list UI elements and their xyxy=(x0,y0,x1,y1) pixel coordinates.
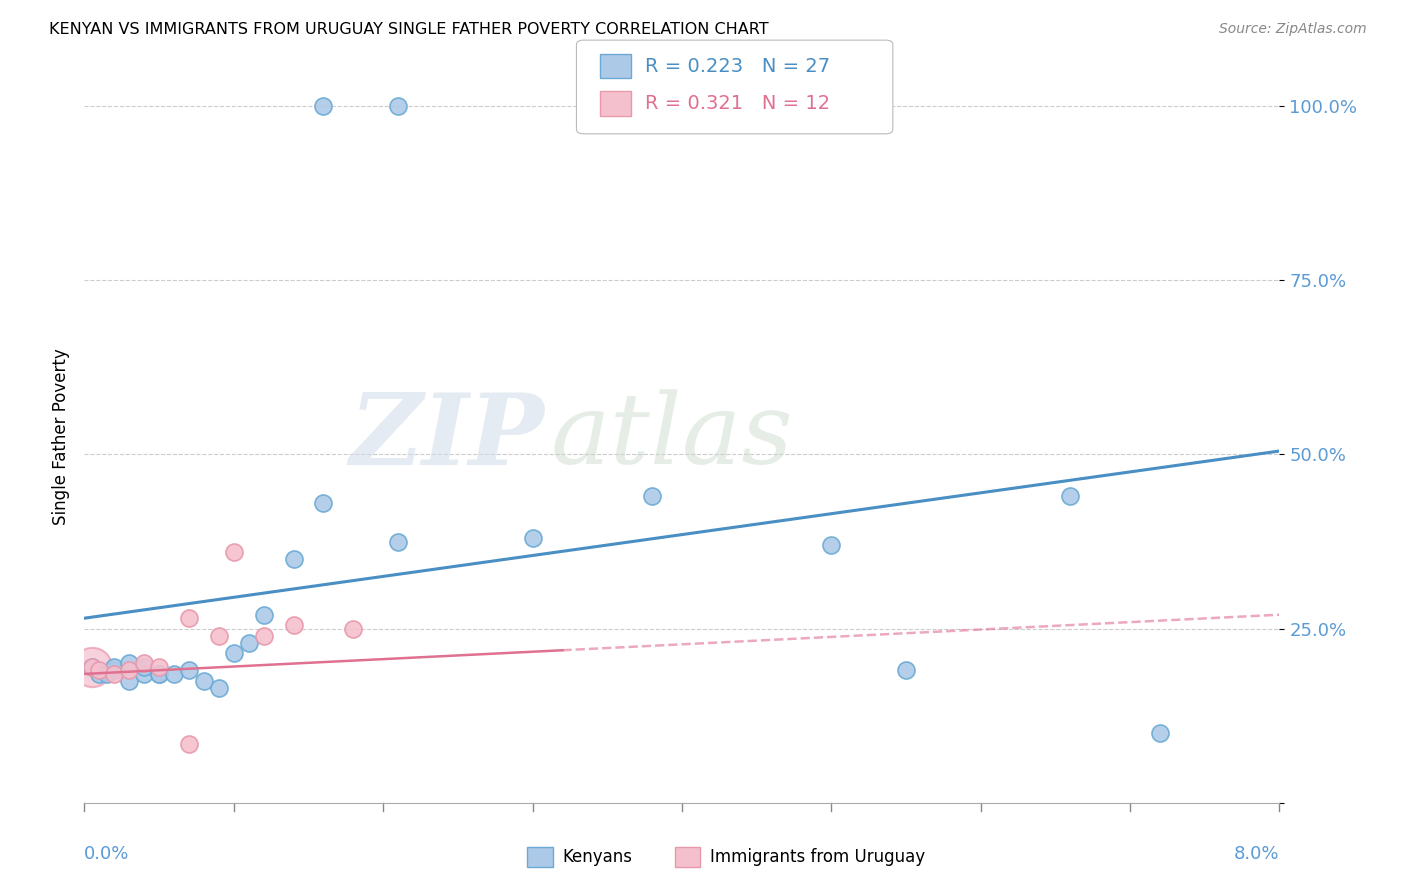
Text: R = 0.321   N = 12: R = 0.321 N = 12 xyxy=(645,94,831,113)
Point xyxy=(312,99,335,113)
Point xyxy=(80,660,103,674)
Text: Kenyans: Kenyans xyxy=(562,848,633,866)
Point xyxy=(163,667,186,681)
Point xyxy=(177,611,200,625)
Point xyxy=(522,531,544,545)
Point xyxy=(641,489,664,503)
Point xyxy=(148,667,170,681)
Point xyxy=(103,664,125,678)
Point xyxy=(894,664,917,678)
Text: Source: ZipAtlas.com: Source: ZipAtlas.com xyxy=(1219,22,1367,37)
Text: 8.0%: 8.0% xyxy=(1234,845,1279,863)
Point xyxy=(132,667,156,681)
Point xyxy=(253,607,276,622)
Point xyxy=(80,660,103,674)
Text: ZIP: ZIP xyxy=(350,389,544,485)
Point xyxy=(387,99,409,113)
Text: atlas: atlas xyxy=(551,390,793,484)
Text: KENYAN VS IMMIGRANTS FROM URUGUAY SINGLE FATHER POVERTY CORRELATION CHART: KENYAN VS IMMIGRANTS FROM URUGUAY SINGLE… xyxy=(49,22,769,37)
Point xyxy=(222,646,245,660)
Y-axis label: Single Father Poverty: Single Father Poverty xyxy=(52,349,70,525)
Text: 0.0%: 0.0% xyxy=(84,845,129,863)
Point xyxy=(208,681,231,695)
Point xyxy=(283,618,305,632)
Point xyxy=(1059,489,1081,503)
Point xyxy=(208,629,231,643)
Point xyxy=(103,667,125,681)
Point xyxy=(253,629,276,643)
Point xyxy=(148,667,170,681)
Point xyxy=(118,664,141,678)
Point xyxy=(118,657,141,671)
Point xyxy=(103,660,125,674)
Point xyxy=(238,635,260,649)
Point xyxy=(89,664,111,678)
Point xyxy=(342,622,364,636)
Point xyxy=(177,664,200,678)
Point xyxy=(89,667,111,681)
Point xyxy=(177,737,200,751)
Point xyxy=(387,534,409,549)
Point xyxy=(96,667,118,681)
Point xyxy=(148,660,170,674)
Point xyxy=(283,552,305,566)
Text: R = 0.223   N = 27: R = 0.223 N = 27 xyxy=(645,56,831,76)
Point xyxy=(1149,726,1171,740)
Point xyxy=(80,660,103,674)
Point xyxy=(193,673,215,688)
Text: Immigrants from Uruguay: Immigrants from Uruguay xyxy=(710,848,925,866)
Point xyxy=(820,538,842,552)
Point xyxy=(132,657,156,671)
Point xyxy=(312,496,335,510)
Point xyxy=(118,673,141,688)
Point xyxy=(132,660,156,674)
Point xyxy=(222,545,245,559)
